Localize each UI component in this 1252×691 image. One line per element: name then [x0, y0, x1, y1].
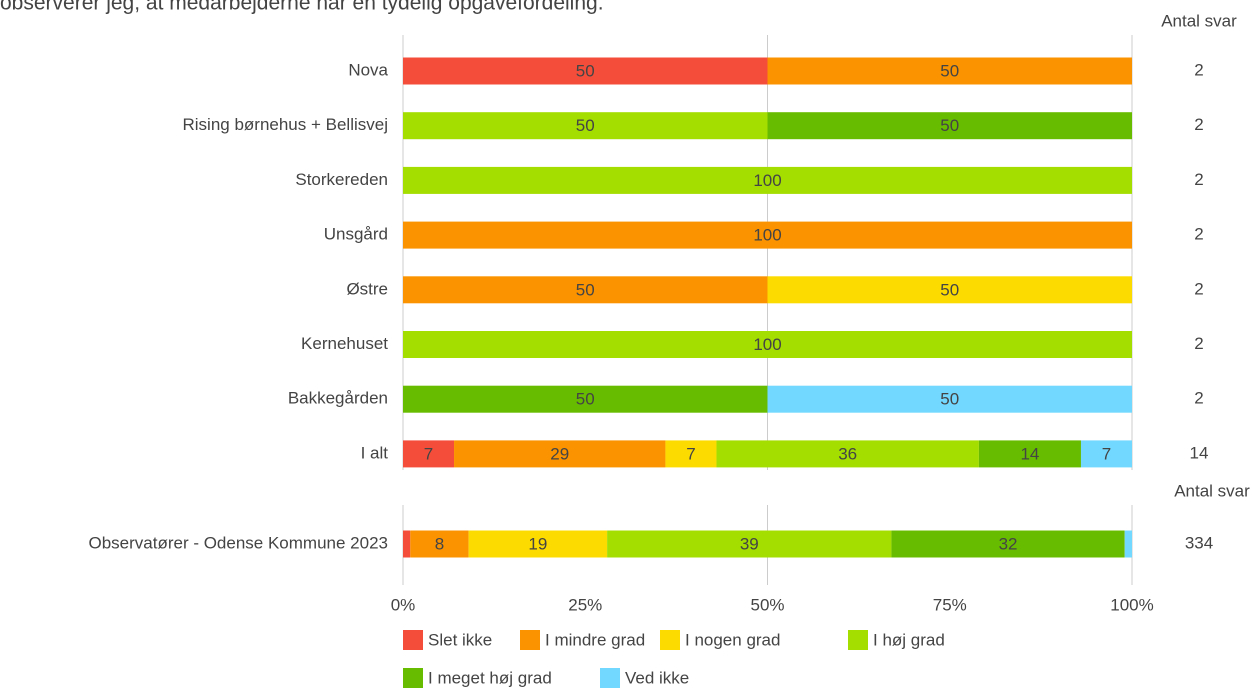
value-label: 50 [576, 390, 595, 409]
bar-segment [607, 530, 892, 558]
value-label: 50 [940, 116, 959, 135]
bar-segment [665, 440, 717, 468]
bar-segment [410, 530, 469, 558]
legend-swatch [848, 630, 868, 650]
bar-segment [978, 440, 1081, 468]
count-label: 334 [1185, 533, 1213, 552]
x-tick-label: 0% [391, 595, 416, 614]
bar-segment [403, 276, 768, 304]
count-label: 2 [1194, 225, 1203, 244]
bar-segment [454, 440, 666, 468]
bar-segment [716, 440, 979, 468]
value-label: 100 [753, 335, 781, 354]
value-label: 50 [940, 280, 959, 299]
bar-segment [403, 530, 411, 558]
x-tick-label: 25% [568, 595, 602, 614]
category-label: I alt [361, 443, 389, 462]
bar-segment [767, 57, 1132, 85]
value-label: 50 [576, 116, 595, 135]
chart-title: observerer jeg, at medarbejderne har en … [0, 0, 604, 15]
value-label: 19 [528, 534, 547, 553]
category-label: Kernehuset [301, 334, 388, 353]
bar-segment [403, 221, 1132, 249]
count-label: 2 [1194, 279, 1203, 298]
count-header: Antal svar [1174, 481, 1250, 500]
bar-segment [891, 530, 1125, 558]
value-label: 39 [740, 534, 759, 553]
value-label: 36 [838, 444, 857, 463]
count-label: 2 [1194, 334, 1203, 353]
value-label: 100 [753, 226, 781, 245]
legend-swatch [600, 668, 620, 688]
bar-segment [403, 440, 455, 468]
count-label: 2 [1194, 60, 1203, 79]
count-label: 2 [1194, 389, 1203, 408]
legend-label: Ved ikke [625, 668, 689, 687]
legend-swatch [403, 630, 423, 650]
value-label: 7 [424, 444, 433, 463]
bar-segment [403, 166, 1132, 194]
value-label: 50 [576, 61, 595, 80]
value-label: 29 [550, 444, 569, 463]
x-tick-label: 50% [750, 595, 784, 614]
category-label: Observatører - Odense Kommune 2023 [88, 533, 388, 552]
legend-swatch [660, 630, 680, 650]
value-label: 50 [576, 280, 595, 299]
legend-label: Slet ikke [428, 630, 492, 649]
category-label: Storkereden [295, 170, 388, 189]
category-label: Rising børnehus + Bellisvej [182, 115, 388, 134]
legend-label: I meget høj grad [428, 668, 552, 687]
legend-label: I mindre grad [545, 630, 645, 649]
legend-swatch [403, 668, 423, 688]
category-label: Bakkegården [288, 389, 388, 408]
count-label: 2 [1194, 115, 1203, 134]
bar-segment [767, 276, 1132, 304]
bar-segment [767, 112, 1132, 140]
bar-segment [1080, 440, 1132, 468]
bar-segment [1124, 530, 1132, 558]
count-header: Antal svar [1161, 11, 1237, 30]
value-label: 7 [1102, 444, 1111, 463]
bar-segment [468, 530, 608, 558]
legend-swatch [520, 630, 540, 650]
legend-label: I høj grad [873, 630, 945, 649]
bar-segment [403, 57, 768, 85]
bar-segment [403, 112, 768, 140]
count-label: 14 [1190, 443, 1209, 462]
value-label: 50 [940, 390, 959, 409]
value-label: 100 [753, 171, 781, 190]
value-label: 32 [999, 534, 1018, 553]
value-label: 8 [435, 534, 444, 553]
bar-segment [403, 385, 768, 413]
value-label: 14 [1020, 444, 1039, 463]
x-tick-label: 100% [1110, 595, 1153, 614]
bar-segment [403, 331, 1132, 358]
category-label: Nova [348, 60, 388, 79]
category-label: Østre [346, 279, 388, 298]
value-label: 50 [940, 61, 959, 80]
legend-label: I nogen grad [685, 630, 780, 649]
bar-segment [767, 385, 1132, 413]
value-label: 7 [686, 444, 695, 463]
x-tick-label: 75% [933, 595, 967, 614]
category-label: Unsgård [324, 225, 388, 244]
count-label: 2 [1194, 170, 1203, 189]
